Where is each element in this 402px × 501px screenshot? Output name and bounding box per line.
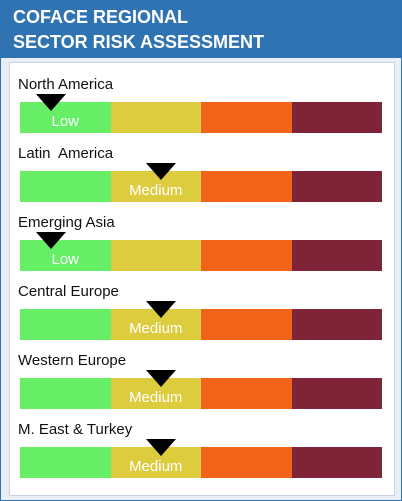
risk-segment <box>20 171 111 202</box>
region-row: Emerging Asia Low <box>10 201 394 271</box>
risk-level-label: Medium <box>129 182 183 199</box>
risk-segment <box>291 102 382 133</box>
header-banner: COFACE REGIONAL SECTOR RISK ASSESSMENT <box>1 1 401 58</box>
risk-segment <box>110 102 201 133</box>
risk-level-label: Medium <box>129 389 183 406</box>
risk-segment <box>201 309 292 340</box>
region-row: Central Europe Medium <box>10 270 394 340</box>
risk-segment <box>291 240 382 271</box>
regions-panel: North America Low Latin America Medium Emerg… <box>9 62 395 496</box>
risk-segment <box>201 240 292 271</box>
region-label: Central Europe <box>18 283 119 300</box>
risk-marker-icon <box>36 232 66 249</box>
risk-segment <box>291 447 382 478</box>
risk-segment <box>201 378 292 409</box>
risk-scale-bar: Medium <box>20 309 382 340</box>
risk-segment <box>20 378 111 409</box>
risk-segment <box>201 102 292 133</box>
risk-marker-icon <box>145 370 176 387</box>
title-line-2: SECTOR RISK ASSESSMENT <box>13 32 265 52</box>
risk-scale-bar: Medium <box>20 171 382 202</box>
risk-level-label: Low <box>51 113 80 130</box>
risk-segment: Low <box>20 240 111 271</box>
region-label: Emerging Asia <box>18 214 115 231</box>
risk-marker-icon <box>145 301 176 318</box>
region-label: M. East & Turkey <box>18 421 133 438</box>
region-label: Latin America <box>18 145 114 162</box>
risk-level-label: Medium <box>129 320 183 337</box>
region-row: Latin America Medium <box>10 132 394 202</box>
risk-segment <box>201 447 292 478</box>
risk-segment <box>110 240 201 271</box>
region-label: North America <box>18 76 114 93</box>
risk-segment <box>291 378 382 409</box>
risk-scale-bar: Low <box>20 240 382 271</box>
risk-segment <box>291 309 382 340</box>
risk-segment: Medium <box>110 378 201 409</box>
risk-segment: Medium <box>110 309 201 340</box>
risk-scale-bar: Medium <box>20 378 382 409</box>
region-row: North America Low <box>10 63 394 133</box>
region-row: M. East & Turkey Medium <box>10 408 394 478</box>
risk-segment <box>20 447 111 478</box>
risk-segment <box>291 171 382 202</box>
risk-segment <box>20 309 111 340</box>
region-row: Western Europe Medium <box>10 339 394 409</box>
title-line-1: COFACE REGIONAL <box>13 7 189 27</box>
region-label: Western Europe <box>18 352 127 369</box>
risk-marker-icon <box>145 163 176 180</box>
risk-segment <box>201 171 292 202</box>
risk-marker-icon <box>145 439 176 456</box>
risk-level-label: Low <box>51 251 80 268</box>
risk-scale-bar: Low <box>20 102 382 133</box>
risk-scale-bar: Medium <box>20 447 382 478</box>
risk-marker-icon <box>36 94 66 111</box>
risk-level-label: Medium <box>129 458 183 475</box>
